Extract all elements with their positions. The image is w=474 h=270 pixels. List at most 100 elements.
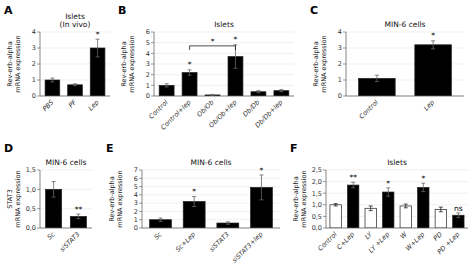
error-bar (192, 197, 196, 207)
significance-label: * (188, 60, 192, 69)
y-axis-label-line: mRNA expression (300, 170, 308, 227)
grid-line (154, 32, 294, 33)
x-axis (326, 228, 468, 229)
tick-label: 0,0 (312, 224, 322, 232)
tick (151, 42, 154, 43)
grid-line (142, 186, 280, 187)
error-cap (50, 81, 54, 82)
error-bar (404, 204, 408, 208)
tick-label: 6 (134, 175, 138, 183)
error-bar (351, 182, 355, 188)
error-cap (52, 181, 56, 182)
title: Islets(In vivo) (60, 12, 91, 29)
y-axis-label-line: mRNA expression (128, 35, 136, 92)
error-cap (351, 187, 355, 188)
y-axis-label-line: mRNA expression (116, 170, 124, 227)
y-axis (142, 170, 143, 228)
error-cap (188, 75, 192, 76)
tick-label: 4 (32, 28, 36, 36)
significance-label: * (421, 174, 425, 183)
error-cap (73, 83, 77, 84)
panel: 01234567**ScSc+LepsiSTAT3siSTAT3+lepRev-… (106, 142, 280, 264)
error-line (376, 75, 377, 81)
error-cap (165, 83, 169, 84)
error-cap (375, 81, 379, 82)
panel-label: A (4, 4, 13, 17)
error-cap (76, 218, 80, 219)
tick (343, 80, 346, 81)
significance-label: ns (454, 204, 463, 213)
error-cap (50, 78, 54, 79)
error-bar (165, 84, 169, 87)
tick (151, 32, 154, 33)
tick-label: 1,0 (26, 186, 36, 194)
error-line (166, 84, 167, 87)
tick (323, 204, 326, 205)
panel: 0,00,51,01,52,02,5****nsControlC+LepLYLY… (290, 142, 468, 256)
error-line (194, 197, 195, 207)
grid-line (154, 74, 294, 75)
tick-label: 3 (134, 199, 138, 207)
bar (330, 205, 341, 228)
grid-line (346, 32, 464, 33)
error-cap (52, 197, 56, 198)
bar (182, 73, 197, 96)
tick-label: 3 (338, 44, 342, 52)
error-cap (259, 199, 263, 200)
error-cap (226, 224, 230, 225)
tick-label: 0 (338, 92, 342, 100)
grid-line (40, 32, 110, 33)
error-cap (211, 94, 215, 95)
error-line (433, 41, 434, 49)
category-label: siSTAT3+lep (230, 230, 264, 264)
grid-line (40, 96, 110, 97)
panel-label: F (290, 142, 298, 155)
bar (68, 85, 83, 96)
y-axis-label: STAT3mRNA expression (6, 170, 22, 227)
bar (274, 91, 289, 96)
error-bar (256, 91, 260, 93)
category-label: C+Lep (335, 230, 356, 251)
bar (400, 206, 411, 228)
error-cap (256, 92, 260, 93)
tick (139, 170, 142, 171)
significance-label: * (234, 35, 238, 44)
error-bar (334, 204, 338, 206)
tick-label: 2 (146, 71, 150, 79)
error-bar (226, 222, 230, 224)
y-axis-label: Rev-erb-alphamRNA expression (292, 170, 308, 227)
tick (151, 64, 154, 65)
tick-label: 2 (134, 208, 138, 216)
tick-label: 0,5 (312, 213, 322, 221)
tick-label: 4 (134, 191, 138, 199)
error-line (160, 218, 161, 221)
marks (46, 182, 87, 228)
error-bar (431, 41, 435, 49)
grid-line (154, 53, 294, 54)
panel-label: B (118, 4, 126, 17)
significance-label: * (192, 187, 196, 196)
error-line (388, 188, 389, 196)
bar (347, 185, 358, 228)
significance-label: * (431, 31, 435, 40)
tick (323, 216, 326, 217)
error-cap (73, 85, 77, 86)
significance-label: * (386, 179, 390, 188)
tick (151, 53, 154, 54)
tick-label: 1 (134, 216, 138, 224)
x-axis (346, 96, 464, 97)
bar (45, 80, 60, 96)
tick-label: 2,5 (312, 166, 322, 174)
bar (415, 45, 452, 96)
tick (37, 48, 40, 49)
y-axis (40, 170, 41, 228)
tick (323, 181, 326, 182)
grid-line (326, 170, 468, 171)
bar (435, 209, 446, 228)
category-label: Ob/Ob (195, 98, 215, 118)
error-cap (404, 207, 408, 208)
background (0, 0, 474, 270)
grid-line (40, 170, 92, 171)
error-bar (211, 94, 215, 95)
error-cap (334, 205, 338, 206)
